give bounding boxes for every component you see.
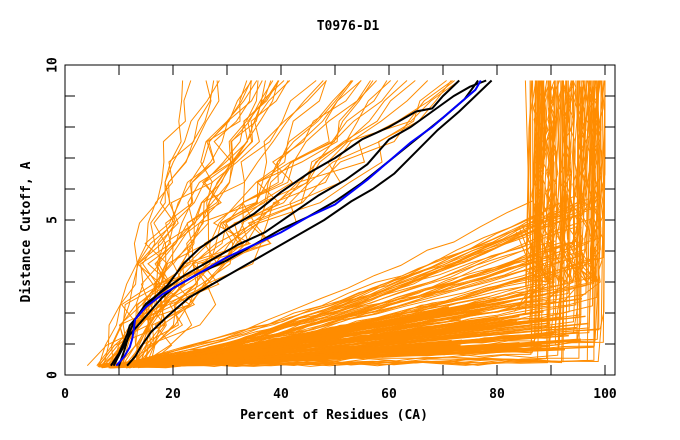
model-curve: [522, 86, 549, 283]
model-curve: [100, 80, 324, 367]
model-curve: [513, 86, 541, 312]
model-curve: [143, 326, 457, 367]
x-tick-label: 40: [273, 387, 289, 402]
model-curve: [101, 80, 592, 369]
model-curve: [131, 80, 388, 367]
model-curve: [571, 86, 599, 283]
model-curve: [518, 86, 546, 283]
model-curve: [111, 80, 353, 366]
x-tick-label: 0: [61, 387, 69, 402]
model-curve: [156, 322, 550, 367]
model-curve: [139, 80, 429, 366]
y-tick-label: 0: [46, 371, 61, 379]
model-curve: [562, 86, 589, 303]
model-curve: [98, 80, 215, 366]
x-axis-label: Percent of Residues (CA): [240, 408, 428, 423]
series-black-1: [110, 79, 460, 367]
model-curve: [171, 338, 581, 367]
model-curve: [104, 80, 543, 366]
model-curve: [545, 86, 573, 283]
model-curve: [554, 86, 581, 284]
model-curve: [117, 80, 374, 367]
model-curve: [107, 80, 253, 367]
model-curve: [110, 80, 252, 366]
model-curve: [545, 86, 572, 303]
series-black-3: [126, 79, 493, 367]
model-curve: [108, 80, 542, 369]
x-tick-label: 80: [489, 387, 505, 402]
model-curve: [571, 86, 599, 284]
model-curve: [129, 80, 584, 369]
x-tick-label: 20: [165, 387, 181, 402]
model-curve: [113, 80, 280, 366]
model-curve: [529, 86, 557, 283]
model-curve: [103, 80, 192, 366]
x-tick-label: 60: [381, 387, 397, 402]
model-curve: [98, 80, 258, 366]
model-curve: [152, 298, 497, 367]
model-curve: [579, 86, 604, 298]
model-curve: [557, 86, 585, 283]
model-curve: [546, 86, 573, 284]
model-curve: [541, 86, 568, 284]
x-tick-label: 100: [593, 387, 617, 402]
axes-layer: 0 20 40 60 80 100 0 5 10: [46, 57, 617, 402]
model-curve: [111, 80, 220, 366]
model-curve: [122, 80, 582, 367]
chart-title: T0976-D1: [317, 19, 380, 34]
model-curve: [527, 86, 554, 298]
model-curve: [530, 86, 557, 283]
model-curve: [135, 80, 291, 366]
model-curve: [132, 80, 272, 367]
model-curve: [136, 80, 184, 366]
model-curve: [132, 80, 377, 366]
model-curve: [550, 86, 577, 297]
model-curve: [575, 86, 602, 283]
model-curve: [559, 86, 587, 283]
model-curve: [573, 86, 601, 283]
model-curve: [572, 86, 599, 284]
model-curve: [162, 339, 463, 367]
y-tick-label: 5: [46, 216, 61, 224]
y-tick-label: 10: [46, 57, 61, 73]
curves-layer: [86, 79, 606, 369]
series-highlighted-model: [115, 79, 482, 367]
y-axis-label: Distance Cutoff, A: [19, 161, 34, 302]
model-curve: [105, 80, 579, 368]
